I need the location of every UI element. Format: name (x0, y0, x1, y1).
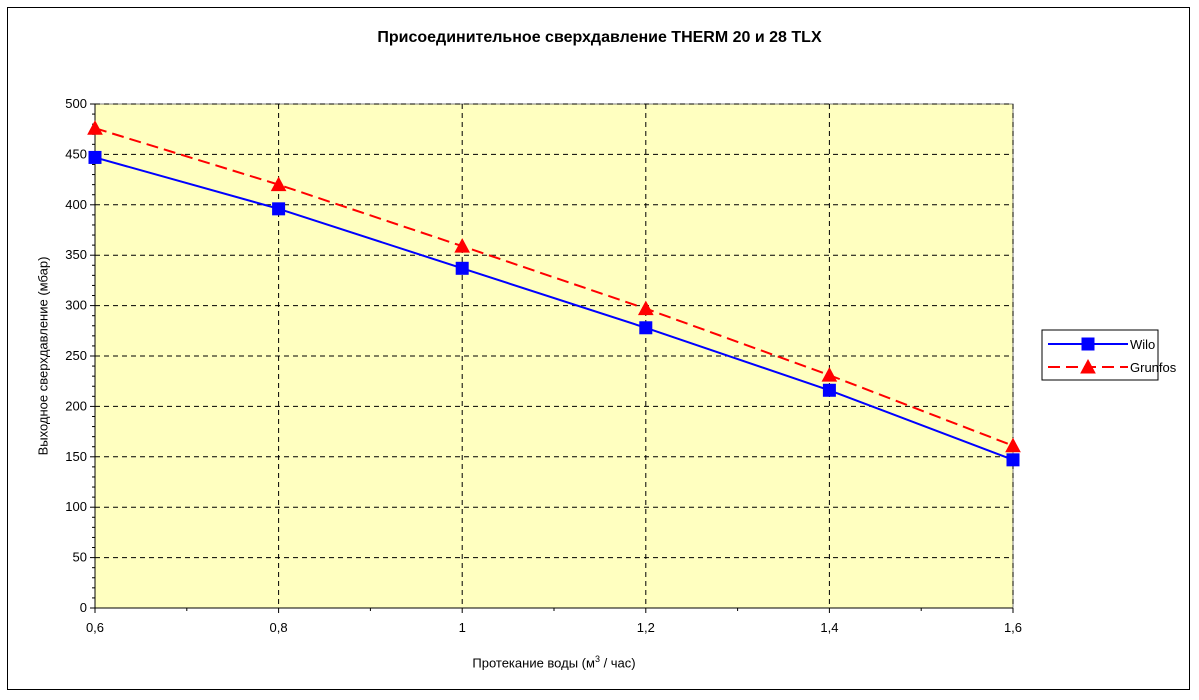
x-tick-label: 1,6 (1004, 620, 1022, 635)
y-tick-label: 250 (65, 348, 87, 363)
y-tick-label: 300 (65, 298, 87, 313)
legend-marker-wilo (1081, 337, 1095, 351)
data-point-wilo (272, 202, 286, 216)
data-point-grunfos (821, 367, 838, 382)
y-tick-label: 0 (80, 600, 87, 615)
data-point-wilo (1006, 453, 1020, 467)
x-tick-label: 1 (459, 620, 466, 635)
data-point-grunfos (270, 176, 287, 192)
data-point-grunfos (454, 238, 471, 253)
x-tick-label: 1,2 (637, 620, 655, 635)
x-tick-label: 1,4 (820, 620, 838, 635)
x-axis-label-main: Протекание воды (м (472, 655, 595, 671)
legend-marker-grunfos (1080, 358, 1096, 374)
y-tick-label: 50 (73, 550, 87, 565)
data-point-wilo (639, 321, 653, 335)
x-axis-label-tail: / час) (599, 655, 636, 671)
legend-label-wilo: Wilo (1130, 337, 1155, 352)
data-point-grunfos (637, 300, 654, 316)
data-point-wilo (822, 383, 836, 397)
data-point-wilo (455, 261, 469, 275)
legend-box (1041, 329, 1159, 381)
data-point-grunfos (1005, 437, 1021, 453)
y-tick-label: 500 (65, 96, 87, 111)
legend-label-grunfos: Grunfos (1130, 360, 1177, 375)
data-point-grunfos (87, 120, 103, 135)
y-tick-label: 200 (65, 398, 87, 413)
x-axis-label: Протекание воды (м3 / час) (472, 654, 635, 670)
series-line-wilo (94, 156, 1014, 461)
y-tick-label: 350 (65, 247, 87, 262)
y-tick-label: 100 (65, 499, 87, 514)
y-tick-label: 450 (65, 146, 87, 161)
data-point-wilo (88, 150, 102, 164)
x-tick-label: 0,8 (270, 620, 288, 635)
x-tick-label: 0,6 (86, 620, 104, 635)
chart-title: Присоединительное сверхдавление THERM 20… (377, 29, 822, 46)
y-tick-label: 400 (65, 197, 87, 212)
y-tick-label: 150 (65, 449, 87, 464)
x-axis-label-sup: 3 (594, 654, 600, 664)
